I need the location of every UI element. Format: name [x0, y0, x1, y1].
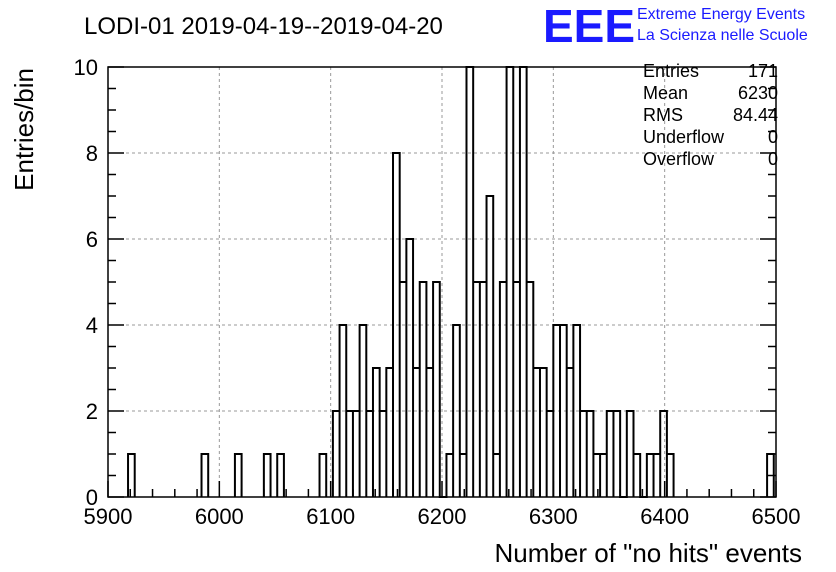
logo-line-1: Extreme Energy Events: [637, 6, 805, 23]
histogram-bin: [202, 454, 209, 497]
histogram-bin: [433, 282, 440, 497]
x-tick-label: 5900: [84, 504, 133, 529]
histogram-bin: [393, 153, 400, 497]
histogram-bin: [487, 196, 494, 497]
histogram-bin: [380, 411, 387, 497]
stat-value: 171: [748, 61, 778, 81]
histogram-bin: [353, 411, 360, 497]
histogram-bin: [320, 454, 327, 497]
histogram-bin: [607, 411, 614, 497]
histogram-bin: [346, 411, 353, 497]
histogram-bin: [264, 454, 271, 497]
histogram-bin: [386, 368, 393, 497]
histogram-bin: [633, 454, 640, 497]
x-tick-label: 6300: [529, 504, 578, 529]
histogram-bin: [400, 282, 407, 497]
histogram-bin: [540, 368, 547, 497]
histogram-bin: [460, 454, 467, 497]
histogram-bin: [373, 368, 380, 497]
logo-mark: EEE: [543, 0, 635, 52]
histogram-bin: [406, 239, 413, 497]
x-tick-label: 6200: [418, 504, 467, 529]
histogram-bin: [654, 454, 661, 497]
histogram-bin: [480, 282, 487, 497]
y-tick-label: 2: [86, 399, 98, 424]
histogram-bin: [473, 282, 480, 497]
x-tick-label: 6400: [640, 504, 689, 529]
histogram-bin: [340, 325, 347, 497]
stat-value: 84.44: [733, 105, 778, 125]
histogram-bin: [660, 411, 667, 497]
histogram-bin: [333, 411, 340, 497]
histogram-bin: [413, 368, 420, 497]
histogram-bin: [613, 411, 620, 497]
histogram-bin: [520, 67, 527, 497]
eee-logo: EEE Extreme Energy Events La Scienza nel…: [543, 0, 808, 52]
y-tick-label: 10: [74, 55, 98, 80]
histogram-bin: [547, 411, 554, 497]
histogram-bin: [426, 368, 433, 497]
x-axis-label: Number of "no hits" events: [495, 538, 803, 568]
histogram-bin: [587, 411, 594, 497]
histogram-bin: [647, 454, 654, 497]
histogram-bin: [446, 454, 453, 497]
histogram-bin: [235, 454, 242, 497]
histogram-bin: [567, 368, 574, 497]
histogram-bin: [513, 282, 520, 497]
y-tick-label: 6: [86, 227, 98, 252]
stat-label: Underflow: [643, 127, 725, 147]
histogram-bin: [360, 325, 367, 497]
histogram-bin: [128, 454, 135, 497]
histogram-bin: [453, 325, 460, 497]
stat-value: 6230: [738, 83, 778, 103]
histogram-bin: [366, 411, 373, 497]
histogram-bin: [580, 411, 587, 497]
stat-label: Entries: [643, 61, 699, 81]
histogram-bin: [466, 67, 473, 497]
logo-line-2: La Scienza nelle Scuole: [637, 27, 808, 44]
histogram-bin: [527, 282, 534, 497]
histogram-outline: [127, 66, 775, 498]
x-tick-label: 6100: [306, 504, 355, 529]
x-tick-label: 6500: [752, 504, 801, 529]
histogram-bin: [507, 67, 514, 497]
y-tick-label: 0: [86, 485, 98, 510]
histogram-bin: [627, 411, 634, 497]
stat-label: Overflow: [643, 149, 715, 169]
stat-value: 0: [768, 127, 778, 147]
histogram-bin: [500, 282, 507, 497]
histogram-bin: [573, 325, 580, 497]
histogram-bin: [600, 454, 607, 497]
y-axis: 0 2 4 6 8 10: [74, 55, 776, 510]
y-tick-label: 4: [86, 313, 98, 338]
stats-box: Entries 171 Mean 6230 RMS 84.44 Underflow 0 Over…: [643, 61, 778, 169]
x-tick-label: 6000: [195, 504, 244, 529]
stat-value: 0: [768, 149, 778, 169]
chart-title: LODI-01 2019-04-19--2019-04-20: [84, 13, 443, 40]
histogram-bin: [533, 368, 540, 497]
histogram-bin: [560, 325, 567, 497]
histogram-bin: [593, 454, 600, 497]
histogram-bin: [420, 282, 427, 497]
x-axis: 5900 6000 6100 6200 6300 6400 6500: [84, 481, 801, 529]
stat-label: Mean: [643, 83, 688, 103]
histogram-bin: [277, 454, 284, 497]
histogram-bin: [553, 325, 560, 497]
histogram-bin: [667, 454, 674, 497]
histogram-bin: [493, 454, 500, 497]
y-axis-label: Entries/bin: [9, 68, 39, 191]
y-tick-label: 8: [86, 141, 98, 166]
histogram-bars: [127, 66, 775, 498]
stat-label: RMS: [643, 105, 683, 125]
